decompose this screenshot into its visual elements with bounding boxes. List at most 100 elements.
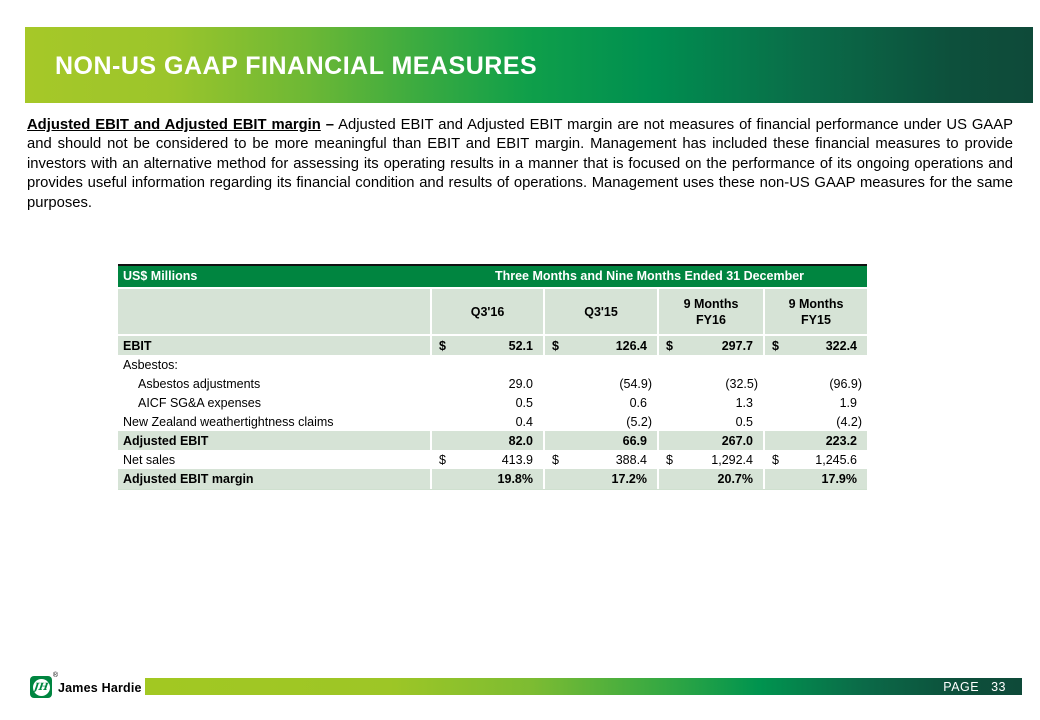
intro-lead: Adjusted EBIT and Adjusted EBIT margin <box>27 117 321 133</box>
value-cell: 20.7% <box>659 469 765 489</box>
value-cell: 17.2% <box>545 469 659 489</box>
column-label: Q3'15 <box>584 304 618 319</box>
cell-value: (32.5) <box>725 376 758 391</box>
column-header-q316: Q3'16 <box>432 289 545 334</box>
value-cell: 0.5 <box>432 393 545 412</box>
cell-value: (54.9) <box>619 376 652 391</box>
cell-value: 0.5 <box>515 395 533 410</box>
page-number: 33 <box>991 679 1006 694</box>
cell-value: (5.2) <box>626 414 652 429</box>
value-cell: $1,245.6 <box>765 450 867 469</box>
footer-bar: PAGE 33 <box>145 678 1022 695</box>
value-cell: 0.4 <box>432 412 545 431</box>
page-indicator: PAGE 33 <box>943 678 1022 695</box>
cell-value: 0.6 <box>629 395 647 410</box>
row-label: New Zealand weathertightness claims <box>118 412 432 431</box>
value-cell: 29.0 <box>432 374 545 393</box>
column-header-spacer <box>118 289 432 334</box>
value-cell: 19.8% <box>432 469 545 489</box>
cell-value: 297.7 <box>721 338 753 353</box>
column-header-9mfy16: 9 Months FY16 <box>659 289 765 334</box>
page-title: NON-US GAAP FINANCIAL MEASURES <box>55 52 538 80</box>
financial-table: US$ Millions Three Months and Nine Month… <box>118 264 867 490</box>
cell-value: 17.2% <box>611 472 647 486</box>
value-cell: 0.5 <box>659 412 765 431</box>
intro-body: Adjusted EBIT and Adjusted EBIT margin a… <box>27 117 1014 211</box>
cell-value: 29.0 <box>508 376 533 391</box>
currency-symbol: $ <box>772 452 779 467</box>
value-cell <box>432 355 545 374</box>
row-label: Adjusted EBIT <box>118 431 432 450</box>
value-cell: $413.9 <box>432 450 545 469</box>
value-cell <box>659 355 765 374</box>
row-label: AICF SG&A expenses <box>118 393 432 412</box>
value-cell: 223.2 <box>765 431 867 450</box>
table-row-asbestos-adjustments: Asbestos adjustments 29.0 (54.9) (32.5) … <box>118 374 867 393</box>
value-cell <box>545 355 659 374</box>
row-label: Asbestos adjustments <box>118 374 432 393</box>
cell-value: 223.2 <box>825 433 857 448</box>
cell-value: 388.4 <box>615 452 647 467</box>
value-cell: (5.2) <box>545 412 659 431</box>
value-cell: 82.0 <box>432 431 545 450</box>
table-row-aicf-sga: AICF SG&A expenses 0.5 0.6 1.3 1.9 <box>118 393 867 412</box>
value-cell: 1.3 <box>659 393 765 412</box>
column-header-row: Q3'16 Q3'15 9 Months FY16 9 Months FY15 <box>118 289 867 336</box>
currency-symbol: $ <box>666 452 673 467</box>
table-row-net-sales: Net sales $413.9 $388.4 $1,292.4 $1,245.… <box>118 450 867 469</box>
cell-value: 1.3 <box>735 395 753 410</box>
cell-value: 19.8% <box>497 472 533 486</box>
currency-symbol: $ <box>666 338 673 353</box>
cell-value: 267.0 <box>721 433 753 448</box>
value-cell: 66.9 <box>545 431 659 450</box>
row-label: Net sales <box>118 450 432 469</box>
units-header: US$ Millions <box>123 269 198 283</box>
value-cell: (32.5) <box>659 374 765 393</box>
value-cell: 267.0 <box>659 431 765 450</box>
row-label: Adjusted EBIT margin <box>118 469 432 489</box>
column-label: 9 Months <box>788 296 844 311</box>
table-row-asbestos: Asbestos: <box>118 355 867 374</box>
cell-value: (4.2) <box>836 414 862 429</box>
value-cell: 1.9 <box>765 393 867 412</box>
period-header: Three Months and Nine Months Ended 31 De… <box>494 269 805 283</box>
table-header-band: US$ Millions Three Months and Nine Month… <box>118 264 867 289</box>
column-label-line2: FY15 <box>801 312 831 327</box>
cell-value: 413.9 <box>501 452 533 467</box>
value-cell: (54.9) <box>545 374 659 393</box>
value-cell: $388.4 <box>545 450 659 469</box>
page-label: PAGE <box>943 679 980 694</box>
currency-symbol: $ <box>439 338 446 353</box>
value-cell: 0.6 <box>545 393 659 412</box>
value-cell: $297.7 <box>659 336 765 355</box>
value-cell: (96.9) <box>765 374 867 393</box>
currency-symbol: $ <box>772 338 779 353</box>
cell-value: 322.4 <box>825 338 857 353</box>
table-row-nz-weathertightness: New Zealand weathertightness claims 0.4 … <box>118 412 867 431</box>
value-cell: 17.9% <box>765 469 867 489</box>
cell-value: 0.4 <box>515 414 533 429</box>
value-cell: $322.4 <box>765 336 867 355</box>
intro-paragraph: Adjusted EBIT and Adjusted EBIT margin –… <box>27 116 1013 213</box>
row-label: Asbestos: <box>118 355 432 374</box>
column-label-line2: FY16 <box>696 312 726 327</box>
cell-value: 17.9% <box>821 472 857 486</box>
column-label: 9 Months <box>683 296 739 311</box>
table-row-adjusted-ebit-margin: Adjusted EBIT margin 19.8% 17.2% 20.7% 1… <box>118 469 867 490</box>
value-cell: $126.4 <box>545 336 659 355</box>
intro-dash: – <box>325 117 335 133</box>
cell-value: 0.5 <box>735 414 753 429</box>
logo-monogram: JH <box>33 681 49 693</box>
company-name: James Hardie <box>58 681 142 695</box>
cell-value: 1,245.6 <box>815 452 857 467</box>
value-cell: $52.1 <box>432 336 545 355</box>
value-cell <box>765 355 867 374</box>
value-cell: (4.2) <box>765 412 867 431</box>
currency-symbol: $ <box>552 338 559 353</box>
cell-value: 1,292.4 <box>711 452 753 467</box>
row-label: EBIT <box>118 336 432 355</box>
cell-value: 1.9 <box>839 395 857 410</box>
logo-circle: JH <box>32 678 50 696</box>
cell-value: 126.4 <box>615 338 647 353</box>
currency-symbol: $ <box>439 452 446 467</box>
